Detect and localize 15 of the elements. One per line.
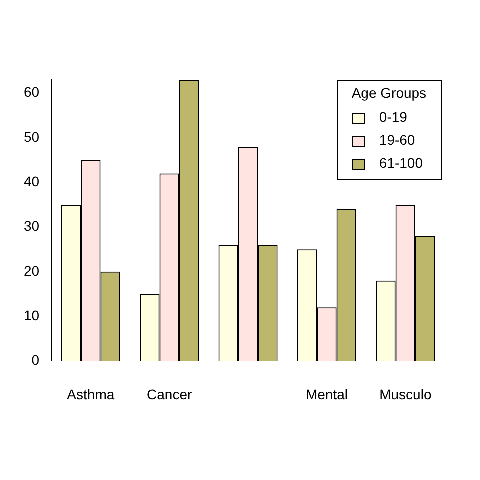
- x-tick-label: Asthma: [67, 386, 115, 402]
- y-tick-label: 20: [24, 262, 40, 279]
- y-tick-label: 0: [32, 352, 40, 368]
- legend-label: 0-19: [379, 108, 408, 125]
- y-tick-label: 50: [24, 128, 40, 145]
- legend-title: Age Groups: [352, 84, 427, 101]
- y-tick-label: 10: [24, 307, 40, 324]
- x-tick-label: Cancer: [147, 386, 192, 402]
- y-tick-label: 60: [24, 84, 40, 100]
- legend-label: 19-60: [379, 132, 416, 148]
- x-tick-label: Musculo: [380, 386, 432, 402]
- legend-label: 61-100: [379, 154, 424, 171]
- y-tick-label: 30: [24, 218, 40, 234]
- y-tick-label: 40: [24, 174, 40, 190]
- x-tick-label: Mental: [306, 386, 348, 402]
